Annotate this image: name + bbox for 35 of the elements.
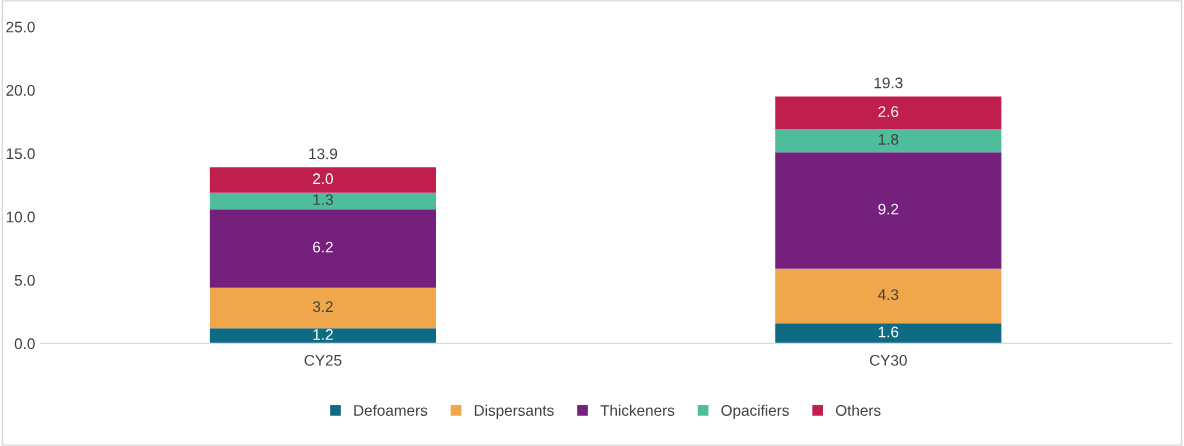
data-label: 1.2	[313, 329, 333, 340]
data-label: 1.3	[313, 194, 333, 206]
y-tick-label: 25.0	[6, 21, 35, 33]
legend-label: Dispersants	[474, 404, 554, 419]
total-label: 19.3	[874, 77, 903, 89]
legend-label: Others	[835, 404, 881, 416]
y-tick-label: 0.0	[14, 338, 35, 350]
x-tick-label: CY30	[869, 354, 907, 366]
bar	[209, 287, 437, 329]
data-label: 3.2	[312, 301, 333, 313]
data-label: 2.0	[313, 173, 333, 185]
data-label: 1.6	[878, 326, 899, 338]
data-label: 6.2	[313, 241, 333, 253]
bar	[209, 167, 437, 193]
data-label: 1.8	[878, 134, 899, 145]
legend-label: Defoamers	[354, 404, 428, 416]
data-label: 9.2	[878, 203, 899, 215]
bar	[775, 152, 1002, 269]
total-label: 13.9	[309, 148, 338, 160]
bar	[775, 129, 1002, 153]
bar	[775, 268, 1002, 324]
bar	[209, 328, 437, 344]
y-tick-label: 10.0	[6, 211, 35, 223]
legend-label: Thickeners	[600, 404, 675, 416]
y-tick-label: 15.0	[6, 148, 35, 160]
bar	[775, 323, 1002, 344]
data-label: 4.3	[878, 289, 899, 301]
bar	[209, 192, 437, 210]
y-tick-label: 5.0	[14, 274, 35, 286]
x-tick-label: CY25	[304, 354, 342, 366]
bar	[775, 96, 1002, 130]
bar	[209, 209, 437, 288]
y-tick-label: 20.0	[6, 84, 35, 96]
legend-label: Opacifiers	[721, 404, 789, 419]
data-label: 2.6	[878, 106, 899, 117]
